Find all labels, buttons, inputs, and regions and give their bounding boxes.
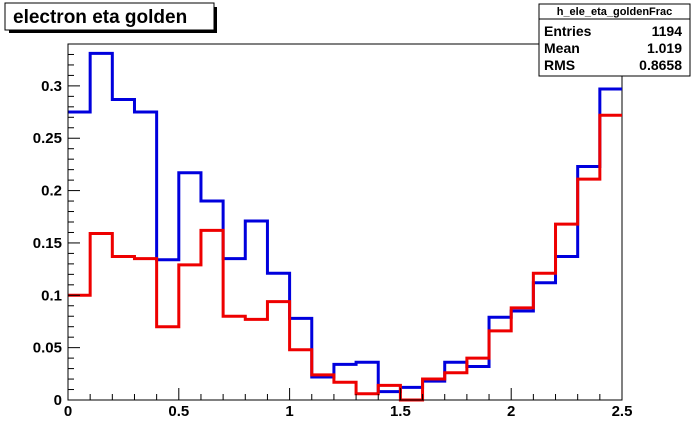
y-tick-label: 0.05: [33, 340, 62, 357]
series-2-line: [68, 113, 622, 402]
stats-mean-value: 1.019: [647, 40, 682, 56]
y-tick-label: 0: [54, 392, 62, 409]
stats-entries-value: 1194: [652, 23, 683, 39]
y-tick-label: 0.15: [33, 235, 62, 252]
stats-box: h_ele_eta_goldenFrac Entries 1194 Mean 1…: [538, 3, 691, 77]
y-tick-label: 0.3: [41, 78, 62, 95]
y-tick-label: 0.2: [41, 183, 62, 200]
x-tick-label: 2.5: [612, 403, 633, 420]
stats-histogram-name: h_ele_eta_goldenFrac: [557, 6, 673, 18]
stats-mean-label: Mean: [544, 40, 580, 56]
stats-rms-label: RMS: [544, 57, 575, 73]
x-tick-label: 0.5: [168, 403, 189, 420]
x-tick-label: 2: [507, 403, 515, 420]
x-tick-label: 1.5: [390, 403, 411, 420]
y-tick-label: 0.25: [33, 130, 62, 147]
stats-entries-label: Entries: [544, 23, 592, 39]
title-box: electron eta golden: [4, 2, 217, 33]
x-tick-label: 1: [285, 403, 293, 420]
chart-title: electron eta golden: [13, 7, 187, 28]
series-1-line: [68, 51, 622, 394]
y-tick-label: 0.1: [41, 287, 62, 304]
stats-rms-value: 0.8658: [639, 57, 682, 73]
x-tick-label: 0: [64, 403, 72, 420]
